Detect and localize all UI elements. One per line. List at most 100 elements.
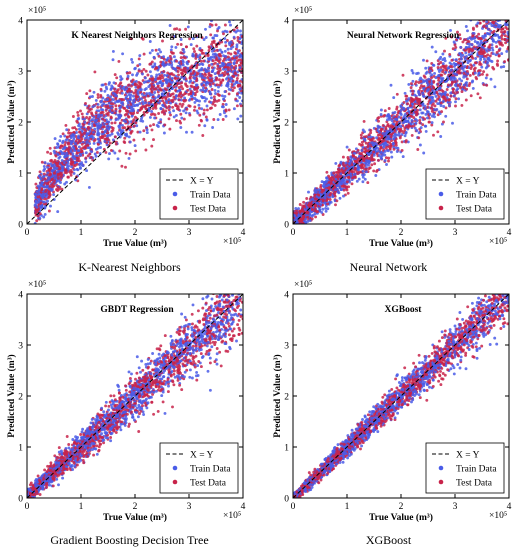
test-point: [469, 94, 473, 98]
train-point: [103, 139, 107, 143]
test-point: [49, 152, 53, 156]
train-point: [91, 105, 95, 109]
train-point: [424, 129, 428, 133]
train-point: [490, 37, 494, 41]
test-point: [462, 71, 466, 75]
train-point: [46, 171, 50, 175]
test-point: [152, 138, 155, 142]
test-point: [108, 141, 112, 145]
test-point: [136, 130, 140, 134]
train-point: [90, 150, 94, 154]
train-point: [245, 80, 248, 83]
train-point: [209, 96, 213, 100]
train-point: [346, 168, 350, 172]
train-point: [40, 194, 43, 198]
train-point: [92, 141, 96, 145]
test-point: [81, 115, 85, 119]
train-point: [200, 74, 204, 78]
test-point: [475, 24, 479, 28]
test-point: [439, 101, 443, 105]
test-point: [134, 149, 138, 153]
y-tick-label: 4: [18, 17, 23, 27]
train-point: [407, 82, 411, 86]
test-point: [56, 161, 60, 165]
test-point: [58, 167, 62, 171]
train-point: [162, 131, 166, 135]
train-point: [173, 35, 177, 38]
train-point: [84, 160, 88, 164]
train-point: [203, 67, 207, 71]
train-point: [123, 88, 127, 92]
train-point: [376, 124, 380, 128]
train-point: [87, 185, 91, 189]
test-point: [425, 105, 429, 109]
train-point: [128, 140, 132, 144]
test-point: [201, 134, 205, 137]
test-point: [485, 73, 489, 77]
train-point: [245, 72, 248, 75]
test-point: [152, 99, 156, 103]
train-point: [130, 114, 134, 118]
test-point: [59, 175, 63, 179]
test-point: [480, 9, 483, 12]
train-point: [79, 153, 83, 157]
test-point: [120, 164, 124, 168]
test-point: [186, 88, 190, 92]
train-point: [441, 52, 445, 56]
train-point: [75, 167, 79, 171]
train-point: [140, 92, 144, 96]
train-point: [66, 167, 70, 171]
train-point: [484, 76, 488, 80]
test-point: [445, 88, 449, 91]
train-point: [120, 91, 124, 95]
test-point: [235, 9, 238, 12]
test-point: [184, 70, 188, 74]
test-point: [136, 64, 140, 68]
test-point: [87, 110, 90, 114]
test-point: [499, 5, 502, 8]
test-point: [95, 150, 99, 154]
train-point: [163, 73, 167, 77]
train-point: [180, 75, 184, 79]
test-point: [150, 90, 154, 93]
train-point: [213, 88, 217, 92]
test-point: [202, 51, 205, 55]
y-tick-label: 2: [18, 119, 23, 129]
test-point: [495, 50, 499, 54]
test-point: [360, 140, 364, 144]
train-point: [138, 88, 142, 92]
scatter-points: [33, 9, 248, 224]
test-point: [337, 170, 341, 174]
test-point: [210, 43, 214, 46]
test-point: [240, 35, 243, 38]
test-point: [319, 185, 323, 189]
train-point: [149, 74, 153, 78]
test-point: [177, 98, 181, 102]
test-point: [56, 176, 60, 180]
test-point: [187, 92, 191, 96]
test-point: [377, 158, 380, 162]
train-point: [77, 145, 81, 149]
train-point: [148, 70, 152, 74]
test-point: [40, 188, 44, 191]
train-point: [499, 65, 503, 69]
train-point: [96, 129, 100, 133]
train-point: [108, 125, 112, 129]
train-point: [399, 125, 403, 128]
test-point: [210, 66, 214, 70]
test-point: [359, 133, 363, 137]
train-point: [165, 79, 169, 83]
test-point: [100, 134, 104, 138]
train-point: [140, 97, 143, 101]
train-point: [503, 0, 506, 1]
y-scale-label: ×10⁵: [28, 6, 46, 16]
train-point: [346, 173, 350, 177]
test-point: [469, 63, 473, 67]
x-tick-label: 0: [25, 228, 30, 238]
test-point: [125, 112, 129, 116]
test-point: [211, 100, 215, 104]
test-point: [489, 7, 492, 10]
train-point: [379, 151, 382, 155]
test-point: [393, 128, 397, 132]
train-point: [469, 58, 472, 62]
